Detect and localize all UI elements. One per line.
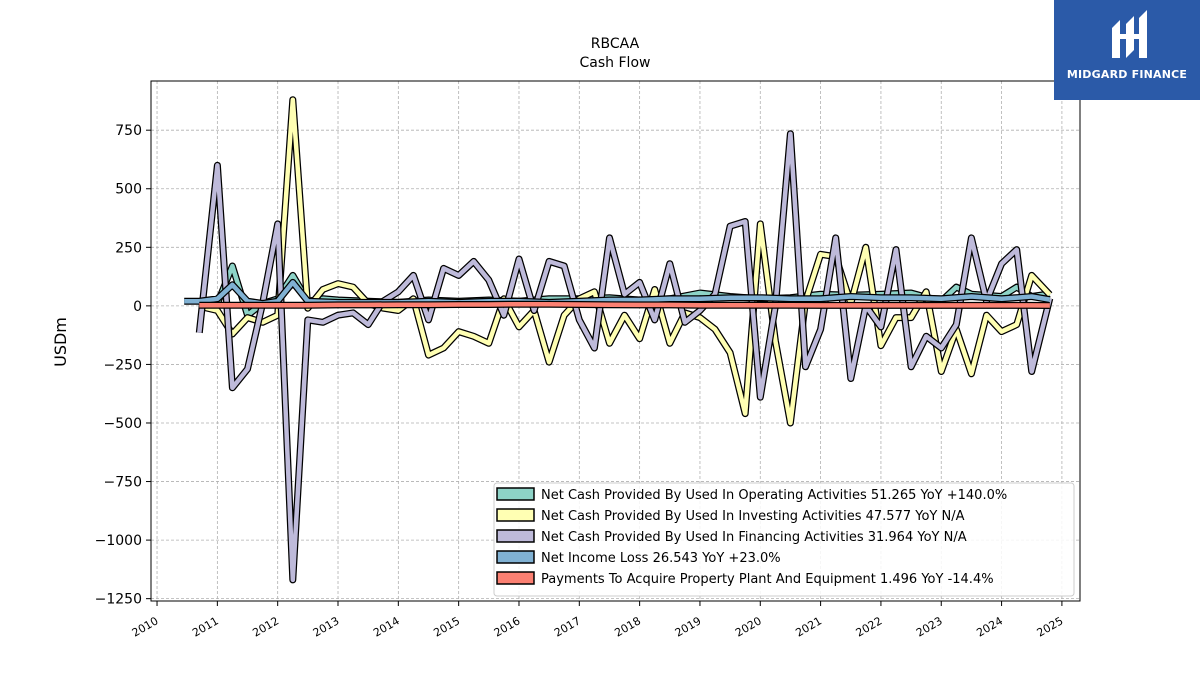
legend-swatch-4 xyxy=(496,550,535,564)
series-line-2 xyxy=(201,97,1052,426)
y-axis-label: USDm xyxy=(51,317,70,367)
y-tick-label: −1250 xyxy=(95,592,142,608)
y-axis-ticks: 750 500 250 0 −250 −500 −750 −1000 −1250 xyxy=(95,123,151,608)
brand-logo: MIDGARD FINANCE xyxy=(1054,0,1200,100)
x-tick-label: 2018 xyxy=(612,614,643,639)
x-tick-label: 2011 xyxy=(190,614,221,639)
x-tick-label: 2025 xyxy=(1035,614,1066,639)
x-tick-label: 2023 xyxy=(914,614,945,639)
x-tick-label: 2013 xyxy=(311,614,342,639)
legend-label-2: Net Cash Provided By Used In Investing A… xyxy=(541,509,965,524)
chart-subtitle: Cash Flow xyxy=(580,55,651,71)
legend-swatch-5 xyxy=(496,571,535,585)
logo-text: MIDGARD FINANCE xyxy=(1066,68,1188,81)
x-tick-label: 2020 xyxy=(733,614,764,639)
legend-box xyxy=(493,482,1075,597)
x-tick-label: 2022 xyxy=(854,614,885,639)
x-tick-label: 2021 xyxy=(793,614,824,639)
logo-mark-icon xyxy=(1112,10,1147,58)
y-tick-label: 750 xyxy=(115,123,142,139)
y-tick-label: 0 xyxy=(133,299,142,315)
legend-label-4: Net Income Loss 26.543 YoY +23.0% xyxy=(541,551,781,566)
series-line-3 xyxy=(197,131,1052,583)
y-tick-label: −750 xyxy=(104,475,142,491)
legend-label-1: Net Cash Provided By Used In Operating A… xyxy=(541,488,1007,503)
legend-label-5: Payments To Acquire Property Plant And E… xyxy=(541,572,994,587)
x-tick-label: 2024 xyxy=(974,614,1005,639)
x-tick-label: 2010 xyxy=(130,614,161,639)
y-tick-label: −1000 xyxy=(95,533,142,549)
legend-label-3: Net Cash Provided By Used In Financing A… xyxy=(541,530,967,545)
series-lines xyxy=(184,96,1054,584)
y-tick-label: 500 xyxy=(115,182,142,198)
x-tick-label: 2017 xyxy=(552,614,583,639)
legend-swatch-1 xyxy=(496,487,535,501)
legend: Net Cash Provided By Used In Operating A… xyxy=(493,482,1075,597)
x-tick-label: 2015 xyxy=(431,614,462,639)
chart-title: RBCAA xyxy=(591,36,640,52)
y-tick-label: −250 xyxy=(104,357,142,373)
legend-swatch-2 xyxy=(496,508,535,522)
x-axis-ticks: 2010 2011 2012 2013 2014 2015 2016 2017 2018 2019… xyxy=(130,601,1066,640)
x-tick-label: 2016 xyxy=(492,614,523,639)
x-tick-label: 2012 xyxy=(250,614,281,639)
series-line-5 xyxy=(199,301,1050,308)
legend-swatch-3 xyxy=(496,529,535,543)
y-tick-label: 250 xyxy=(115,240,142,256)
series-outline-2 xyxy=(201,96,1053,427)
x-tick-label: 2014 xyxy=(371,614,402,639)
y-tick-label: −500 xyxy=(104,416,142,432)
plot-frame xyxy=(150,80,1081,602)
x-tick-label: 2019 xyxy=(673,614,704,639)
